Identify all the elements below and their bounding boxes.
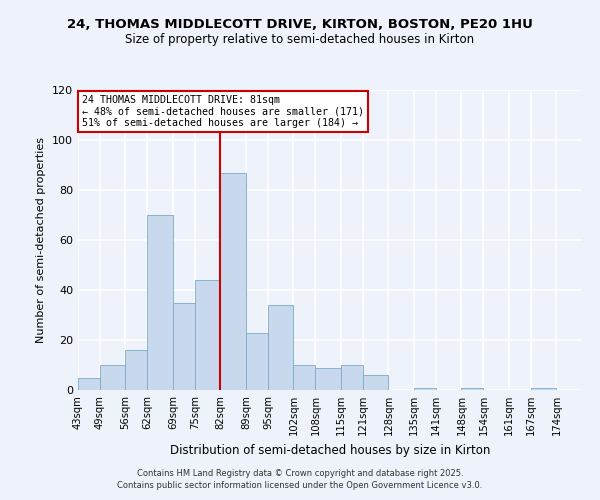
Bar (341, 365, 363, 390)
Text: Contains HM Land Registry data © Crown copyright and database right 2025.: Contains HM Land Registry data © Crown c… (137, 468, 463, 477)
Bar (316, 368, 341, 390)
Bar (268, 305, 293, 390)
Bar (293, 365, 316, 390)
Text: 24 THOMAS MIDDLECOTT DRIVE: 81sqm
← 48% of semi-detached houses are smaller (171: 24 THOMAS MIDDLECOTT DRIVE: 81sqm ← 48% … (82, 95, 364, 128)
Bar (246, 332, 268, 390)
Y-axis label: Number of semi-detached properties: Number of semi-detached properties (37, 137, 46, 343)
Text: 24, THOMAS MIDDLECOTT DRIVE, KIRTON, BOSTON, PE20 1HU: 24, THOMAS MIDDLECOTT DRIVE, KIRTON, BOS… (67, 18, 533, 30)
Bar (125, 350, 148, 390)
Text: Size of property relative to semi-detached houses in Kirton: Size of property relative to semi-detach… (125, 32, 475, 46)
Bar (78, 378, 100, 390)
Text: Contains public sector information licensed under the Open Government Licence v3: Contains public sector information licen… (118, 481, 482, 490)
Bar (173, 302, 195, 390)
Bar (363, 375, 388, 390)
Bar (531, 388, 556, 390)
Bar (414, 388, 436, 390)
Bar (100, 365, 125, 390)
Bar (461, 388, 484, 390)
Bar (220, 172, 246, 390)
Bar (195, 280, 220, 390)
X-axis label: Distribution of semi-detached houses by size in Kirton: Distribution of semi-detached houses by … (170, 444, 490, 456)
Bar (148, 215, 173, 390)
